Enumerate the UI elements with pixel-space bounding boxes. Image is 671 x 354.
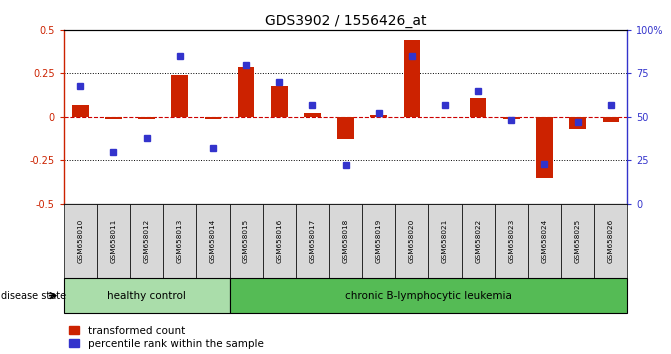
Text: GSM658010: GSM658010: [77, 218, 83, 263]
Bar: [197, 204, 229, 278]
Bar: [229, 204, 262, 278]
Text: chronic B-lymphocytic leukemia: chronic B-lymphocytic leukemia: [345, 291, 512, 301]
Bar: [503, 117, 519, 119]
Bar: [536, 117, 553, 178]
Bar: [495, 204, 528, 278]
Bar: [528, 204, 561, 278]
Text: GSM658016: GSM658016: [276, 218, 282, 263]
Bar: [470, 98, 486, 117]
Bar: [97, 204, 130, 278]
Bar: [205, 117, 221, 119]
Bar: [338, 117, 354, 139]
Bar: [72, 105, 89, 117]
Bar: [262, 204, 296, 278]
Bar: [462, 204, 495, 278]
Bar: [64, 278, 229, 313]
Title: GDS3902 / 1556426_at: GDS3902 / 1556426_at: [265, 14, 426, 28]
Bar: [172, 75, 188, 117]
Text: GSM658013: GSM658013: [176, 218, 183, 263]
Bar: [570, 117, 586, 129]
Bar: [229, 278, 627, 313]
Bar: [130, 204, 163, 278]
Bar: [561, 204, 595, 278]
Text: GSM658024: GSM658024: [541, 218, 548, 263]
Text: GSM658020: GSM658020: [409, 218, 415, 263]
Text: GSM658015: GSM658015: [243, 218, 249, 263]
Text: GSM658019: GSM658019: [376, 218, 382, 263]
Bar: [362, 204, 395, 278]
Bar: [595, 204, 627, 278]
Bar: [138, 117, 155, 119]
Text: GSM658025: GSM658025: [574, 218, 580, 263]
Text: GSM658012: GSM658012: [144, 218, 150, 263]
Text: GSM658017: GSM658017: [309, 218, 315, 263]
Text: healthy control: healthy control: [107, 291, 186, 301]
Bar: [429, 204, 462, 278]
Bar: [64, 204, 97, 278]
Bar: [395, 204, 429, 278]
Bar: [105, 117, 121, 119]
Text: GSM658011: GSM658011: [111, 218, 117, 263]
Bar: [271, 86, 288, 117]
Text: GSM658018: GSM658018: [343, 218, 348, 263]
Bar: [238, 67, 254, 117]
Bar: [296, 204, 329, 278]
Bar: [403, 40, 420, 117]
Bar: [304, 113, 321, 117]
Legend: transformed count, percentile rank within the sample: transformed count, percentile rank withi…: [69, 326, 264, 349]
Bar: [370, 115, 387, 117]
Text: GSM658026: GSM658026: [608, 218, 614, 263]
Text: disease state: disease state: [1, 291, 66, 301]
Text: GSM658014: GSM658014: [210, 218, 216, 263]
Bar: [329, 204, 362, 278]
Text: GSM658021: GSM658021: [442, 218, 448, 263]
Bar: [603, 117, 619, 122]
Text: GSM658023: GSM658023: [509, 218, 515, 263]
Text: GSM658022: GSM658022: [475, 218, 481, 263]
Bar: [163, 204, 197, 278]
